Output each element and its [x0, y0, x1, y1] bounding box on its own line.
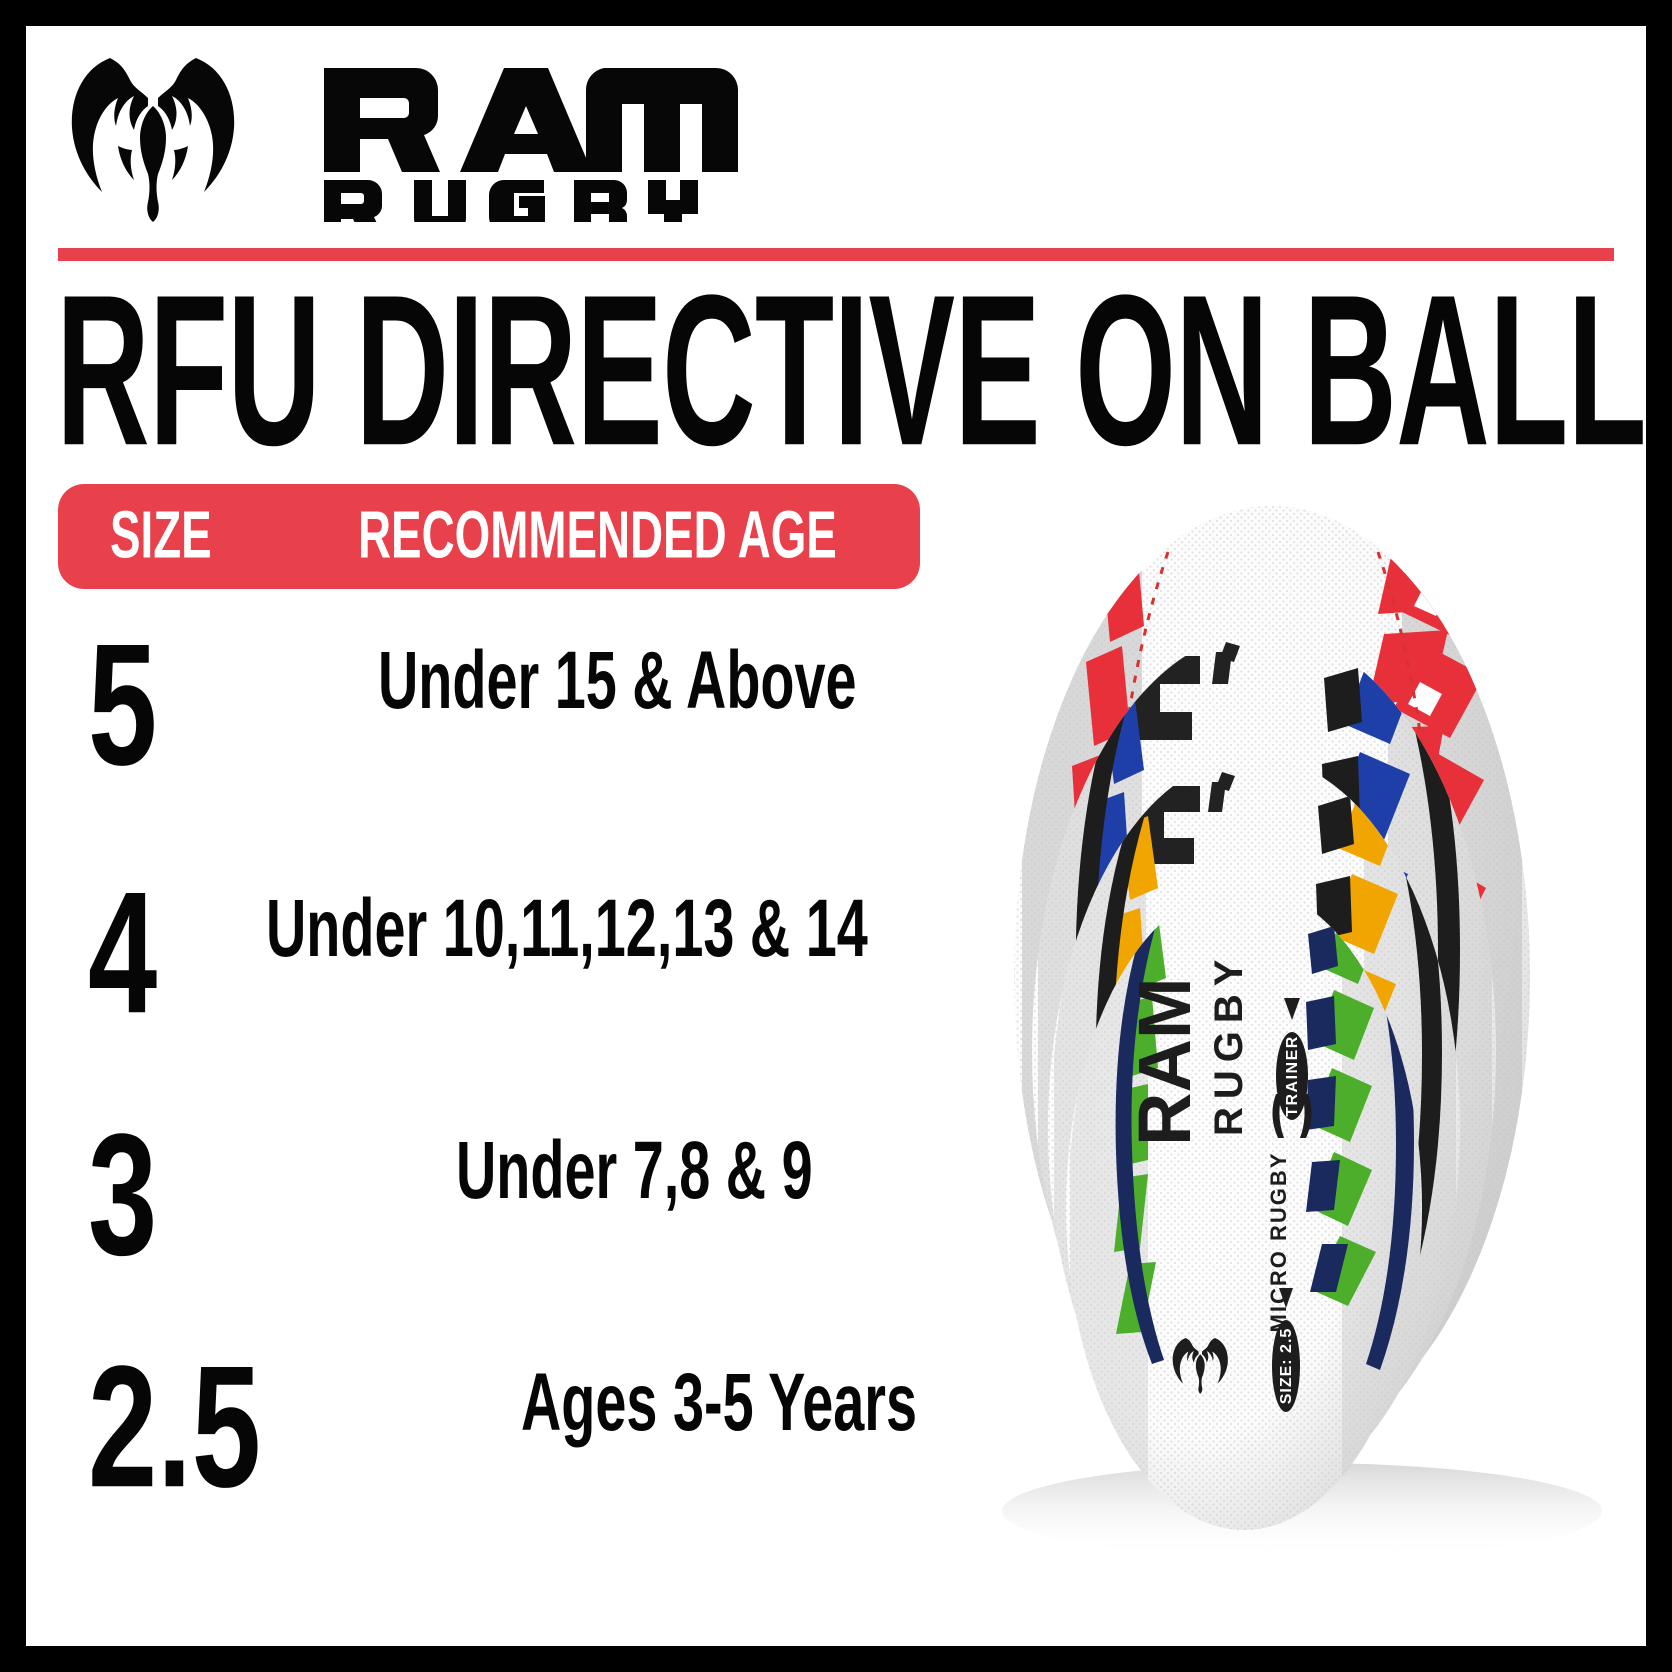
ram-head-icon [58, 52, 248, 224]
table-row: 5 Under 15 & Above [26, 591, 926, 823]
ball-print-brand: RAM [1123, 977, 1206, 1146]
poster-canvas: RFU DIRECTIVE ON BALL SIZES SIZE RECOMME… [26, 26, 1646, 1646]
ram-rugby-wordmark [318, 62, 798, 222]
header-divider [58, 248, 1614, 261]
column-header-size: SIZE [110, 498, 212, 573]
table-row: 3 Under 7,8 & 9 [26, 1081, 926, 1313]
page-title: RFU DIRECTIVE ON BALL SIZES [56, 263, 1646, 478]
rugby-ball-stack-image: RAM RUGBY TRAINER [872, 456, 1632, 1576]
page-title-text: RFU DIRECTIVE ON BALL SIZES [56, 250, 1646, 491]
size-table: 5 Under 15 & Above 4 Under 10,11,12,13 & 14… [26, 591, 986, 1561]
table-header-pill: SIZE RECOMMENDED AGE [58, 484, 920, 589]
size-value: 5 [88, 608, 158, 802]
ball-print-badge: TRAINER [1284, 1035, 1301, 1117]
ball-print-size: SIZE: 2.5 [1278, 1328, 1295, 1405]
recommended-age-value: Under 7,8 & 9 [456, 1125, 813, 1217]
brand-logo [58, 52, 818, 232]
recommended-age-value: Under 15 & Above [378, 635, 857, 727]
size-value: 3 [88, 1098, 158, 1292]
size-value: 2.5 [88, 1330, 262, 1524]
ball-print-sub: RUGBY [1207, 952, 1251, 1136]
recommended-age-value: Under 10,11,12,13 & 14 [266, 883, 868, 975]
recommended-age-value: Ages 3-5 Years [521, 1357, 918, 1449]
table-row: 2.5 Ages 3-5 Years [26, 1313, 926, 1545]
column-header-recommended-age: RECOMMENDED AGE [358, 498, 837, 573]
size-value: 4 [88, 856, 158, 1050]
table-row: 4 Under 10,11,12,13 & 14 [26, 839, 926, 1071]
ball-print-line: MICRO RUGBY [1266, 1152, 1291, 1333]
